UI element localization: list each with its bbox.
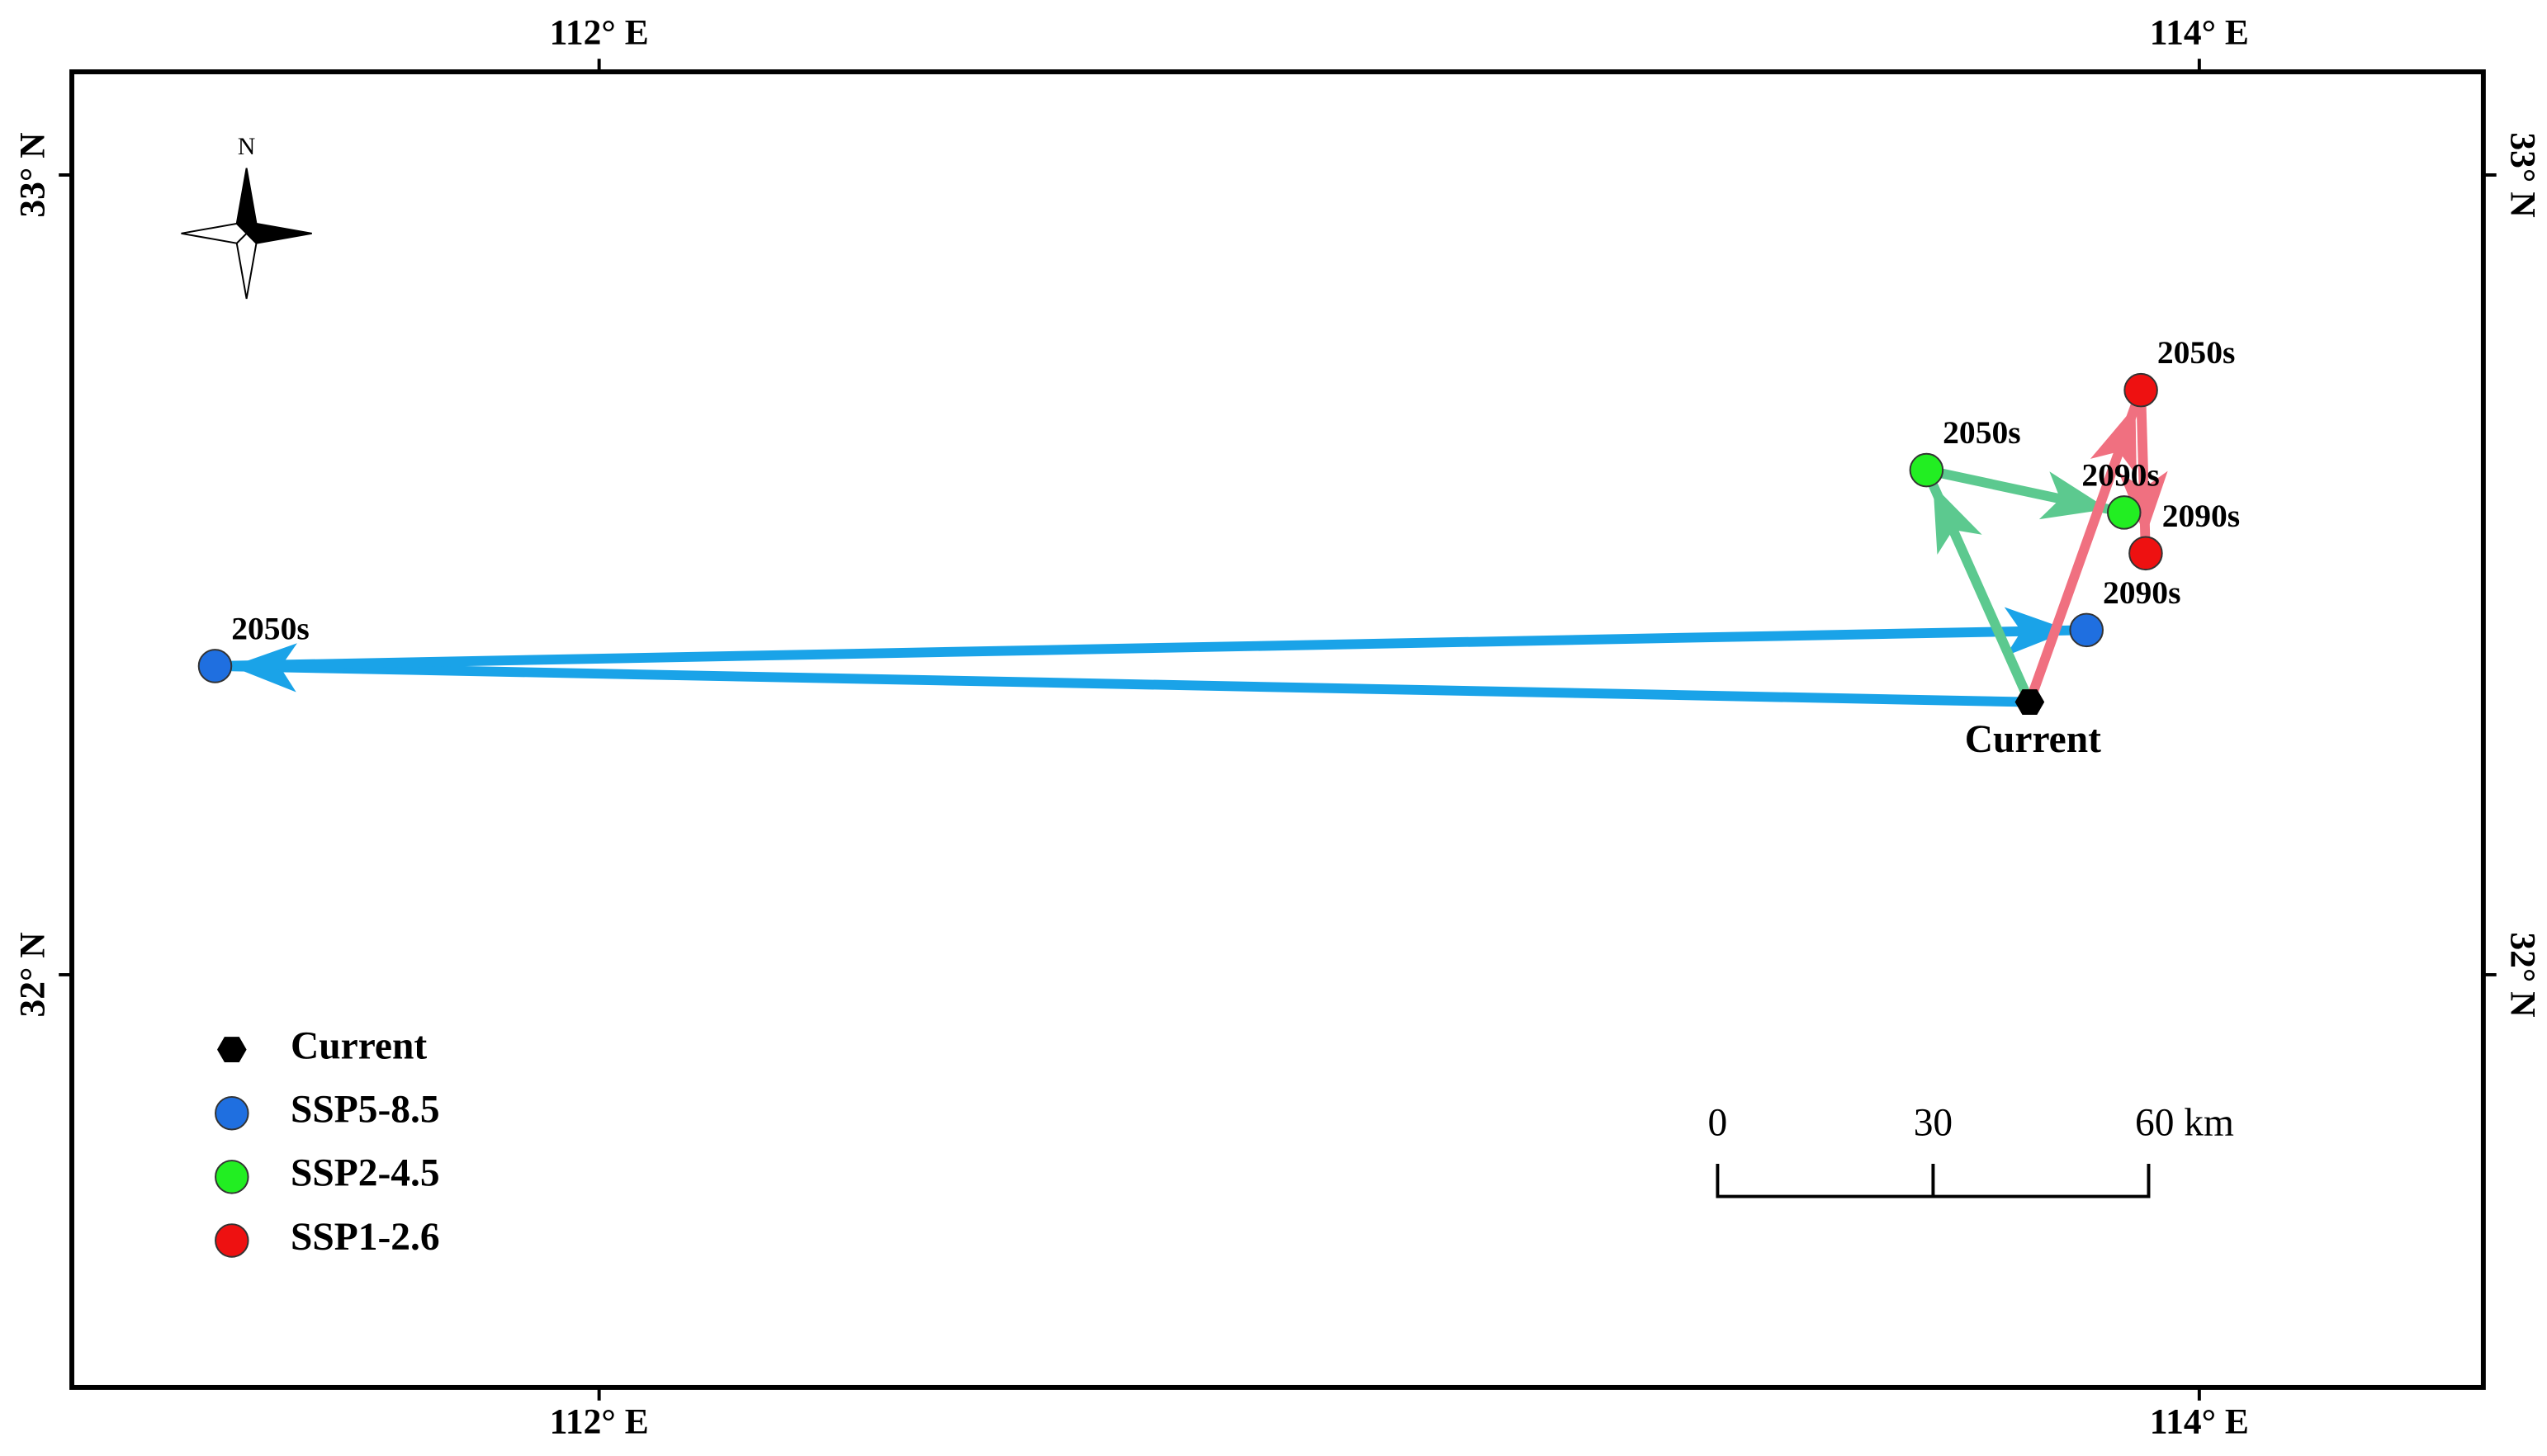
legend-label: SSP2-4.5 [291,1152,440,1195]
centroid-point [2106,495,2142,530]
shift-arrow [2119,390,2168,537]
north-arrow: N [181,134,312,300]
map-frame [69,69,2486,1390]
point-label: 2050s [1943,414,2020,451]
y-tick-label: 33° N [12,132,52,217]
point-label: 2090s [2081,456,2159,493]
shift-arrow [1929,483,2034,704]
x-tick-label: 114° E [2150,1402,2249,1441]
centroid-point [2069,612,2104,648]
y-tick-label: 32° N [2502,932,2542,1017]
x-tick-label: 114° E [2150,12,2249,52]
current-point [2014,689,2045,715]
legend-marker [217,1037,247,1062]
x-tick-label: 112° E [550,1402,649,1441]
y-tick-label: 32° N [12,932,52,1017]
legend-label: Current [291,1024,427,1067]
point-label: 2090s [2162,498,2240,534]
scale-label: 30 [1914,1101,1953,1144]
x-tick-label: 112° E [550,12,649,52]
legend-marker [215,1223,249,1258]
scale-label: 60 km [2135,1101,2234,1144]
centroid-point [197,649,233,683]
point-label: Current [1965,718,2101,761]
shift-arrow [2024,404,2141,704]
centroid-point [1909,452,1944,488]
legend-marker [215,1095,249,1131]
centroid-point [2123,372,2158,408]
shift-arrow [215,607,2071,671]
shift-arrow [231,643,2030,707]
centroid-point [2128,536,2163,571]
legend-marker [215,1160,249,1194]
point-label: 2050s [2157,334,2235,371]
legend-label: SSP5-8.5 [291,1089,440,1132]
shift-arrow [1925,465,2109,520]
north-label: N [238,134,255,160]
legend-label: SSP1-2.6 [291,1216,440,1259]
scale-bar [1716,1164,2151,1198]
scale-label: 0 [1708,1101,1728,1144]
point-label: 2050s [231,610,309,646]
point-label: 2090s [2103,574,2180,611]
y-tick-label: 33° N [2502,132,2542,217]
